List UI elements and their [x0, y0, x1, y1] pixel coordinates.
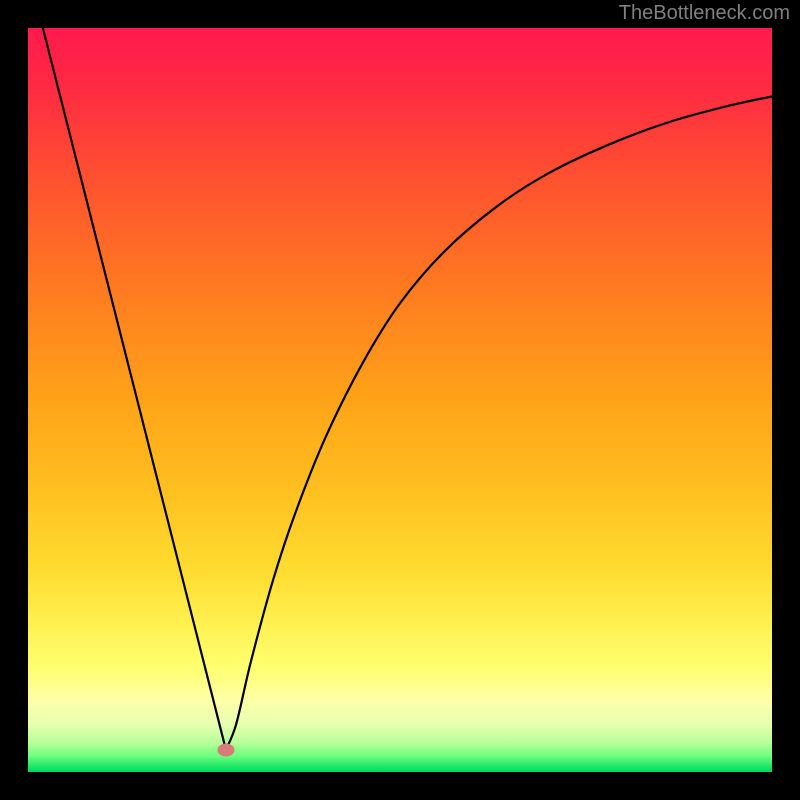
chart-minimum-marker	[217, 743, 234, 756]
watermark-text: TheBottleneck.com	[619, 2, 790, 25]
chart-curve	[28, 28, 772, 772]
chart-plot-area	[28, 28, 772, 772]
